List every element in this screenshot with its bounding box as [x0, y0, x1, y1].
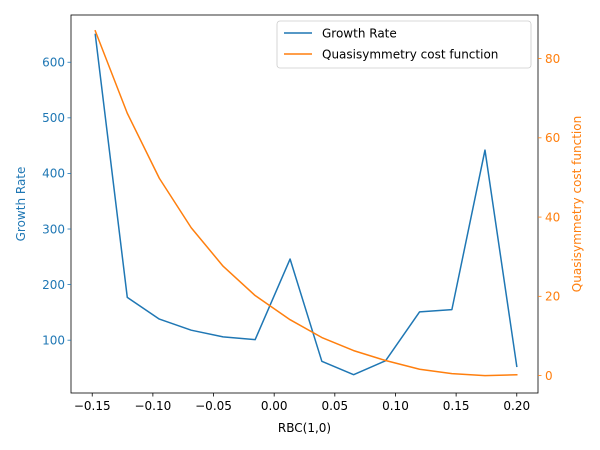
x-axis-label: RBC(1,0): [278, 421, 331, 435]
right-y-tick-label: 0: [545, 369, 553, 383]
right-y-tick-label: 20: [545, 290, 560, 304]
legend-label-quasisymmetry: Quasisymmetry cost function: [322, 48, 498, 62]
x-tick-label: −0.15: [74, 399, 111, 413]
x-tick-label: 0.15: [443, 399, 470, 413]
legend: Growth Rate Quasisymmetry cost function: [276, 20, 532, 69]
x-tick-label: 0.10: [382, 399, 409, 413]
x-tick-label: 0.20: [503, 399, 530, 413]
left-y-tick-label: 200: [42, 278, 65, 292]
right-y-axis: 0 20 40 60 80: [538, 52, 560, 383]
plot-frame: [70, 14, 539, 394]
series-layer: [94, 29, 518, 377]
left-y-tick-label: 300: [42, 222, 65, 236]
right-y-tick-label: 40: [545, 210, 560, 224]
series-line-quasisymmetry-cost-function: [94, 29, 518, 377]
x-axis: −0.15 −0.10 −0.05 0.00 0.05 0.10 0.15 0.20: [74, 393, 530, 413]
series-line-growth-rate: [94, 33, 518, 376]
x-tick-label: 0.00: [261, 399, 288, 413]
left-y-tick-label: 400: [42, 167, 65, 181]
x-tick-label: 0.05: [321, 399, 348, 413]
legend-box: [276, 20, 532, 69]
left-y-tick-label: 600: [42, 56, 65, 70]
right-y-tick-label: 80: [545, 52, 560, 66]
right-y-tick-label: 60: [545, 131, 560, 145]
left-y-axis: 100 200 300 400 500 600: [42, 56, 71, 347]
left-y-axis-label: Growth Rate: [14, 167, 28, 242]
x-tick-label: −0.10: [134, 399, 171, 413]
left-y-tick-label: 500: [42, 111, 65, 125]
right-y-axis-label: Quasisymmetry cost function: [570, 116, 584, 292]
x-tick-label: −0.05: [195, 399, 232, 413]
left-y-tick-label: 100: [42, 333, 65, 347]
legend-label-growth-rate: Growth Rate: [322, 27, 397, 41]
